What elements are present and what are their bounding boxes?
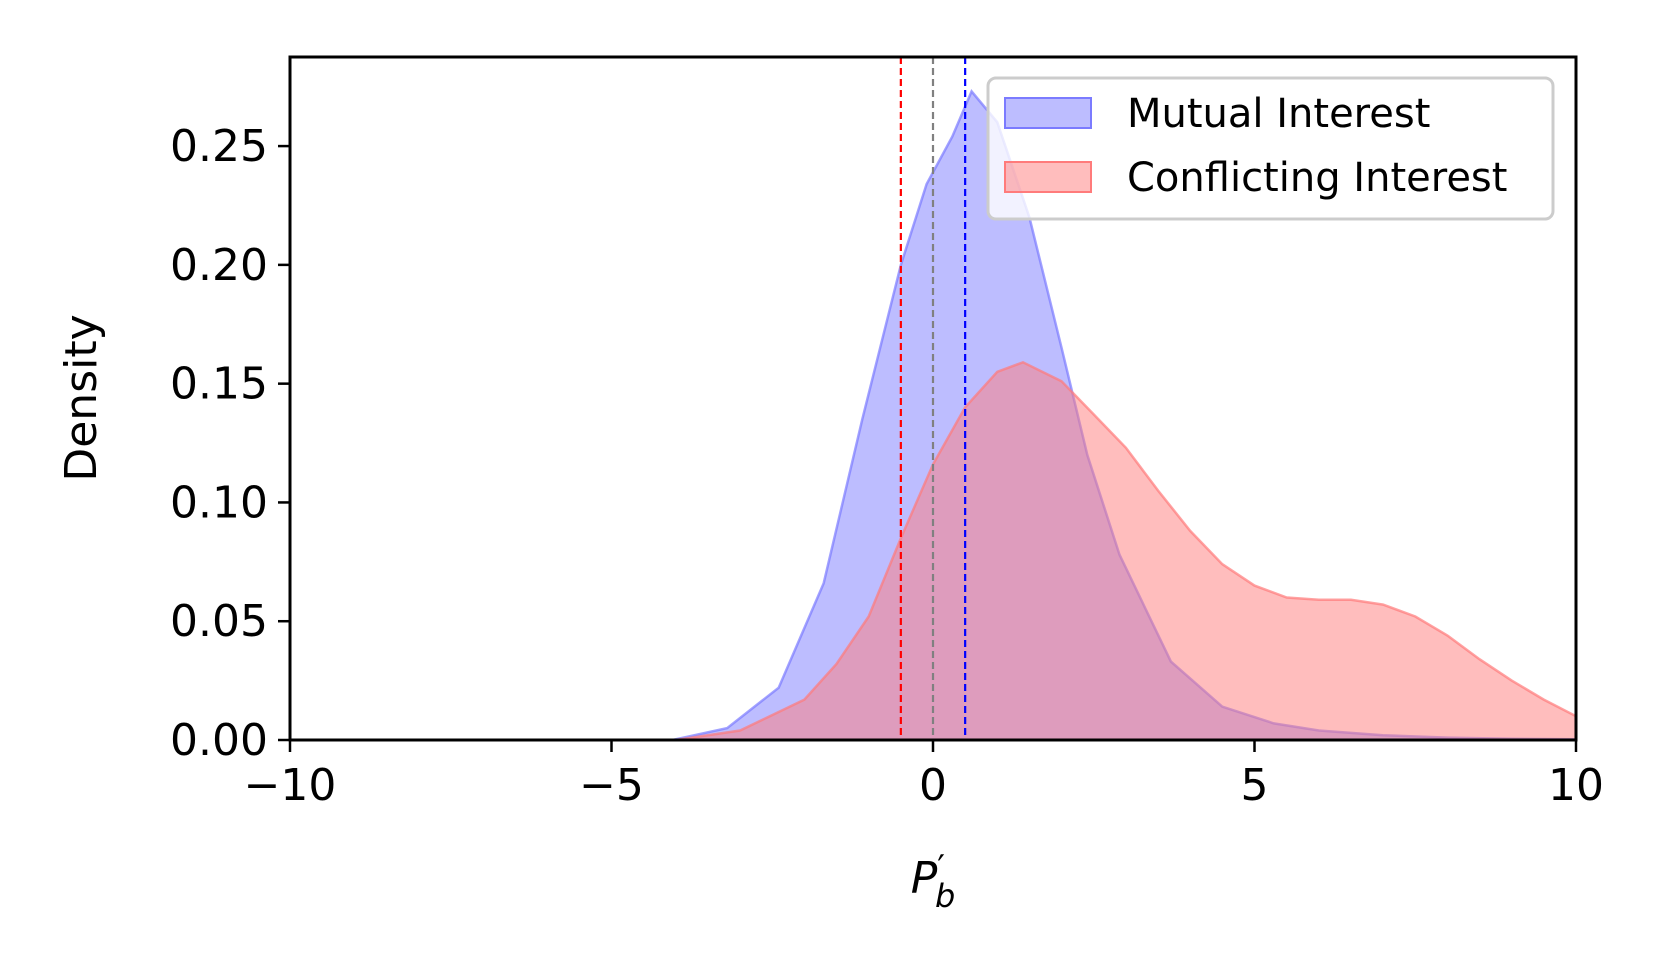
y-axis-label: Density (56, 314, 107, 481)
y-tick-label: 0.05 (170, 596, 268, 647)
y-tick-label: 0.10 (170, 477, 268, 528)
y-tick-label: 0.25 (170, 121, 268, 172)
legend-swatch-conflicting-interest (1004, 161, 1092, 193)
x-tick-label: 0 (919, 760, 947, 811)
plot-area (288, 55, 1578, 742)
x-axis-label-main: P (911, 853, 938, 904)
x-axis: −10 −5 0 5 10 (244, 740, 1604, 811)
vline-layer (899, 57, 967, 740)
x-axis-label-prime: ′ (937, 848, 945, 888)
legend: Mutual Interest Conflicting Interest (986, 76, 1555, 221)
y-tick-label: 0.15 (170, 359, 268, 410)
x-axis-label: P′ b (911, 848, 956, 915)
legend-swatch-mutual-interest (1004, 97, 1092, 129)
legend-box (986, 76, 1555, 221)
legend-label-conflicting-interest: Conflicting Interest (1127, 155, 1507, 201)
x-tick-label: −10 (244, 760, 337, 811)
x-tick-label: 10 (1548, 760, 1604, 811)
line-conflicting-interest (675, 360, 1577, 742)
x-tick-label: 5 (1241, 760, 1269, 811)
x-tick-label: −5 (579, 760, 644, 811)
y-axis: 0.00 0.05 0.10 0.15 0.20 0.25 (170, 121, 290, 766)
y-tick-label: 0.00 (170, 715, 268, 766)
y-tick-label: 0.20 (170, 240, 268, 291)
legend-label-mutual-interest: Mutual Interest (1127, 91, 1430, 137)
x-axis-label-sub: b (935, 877, 955, 915)
